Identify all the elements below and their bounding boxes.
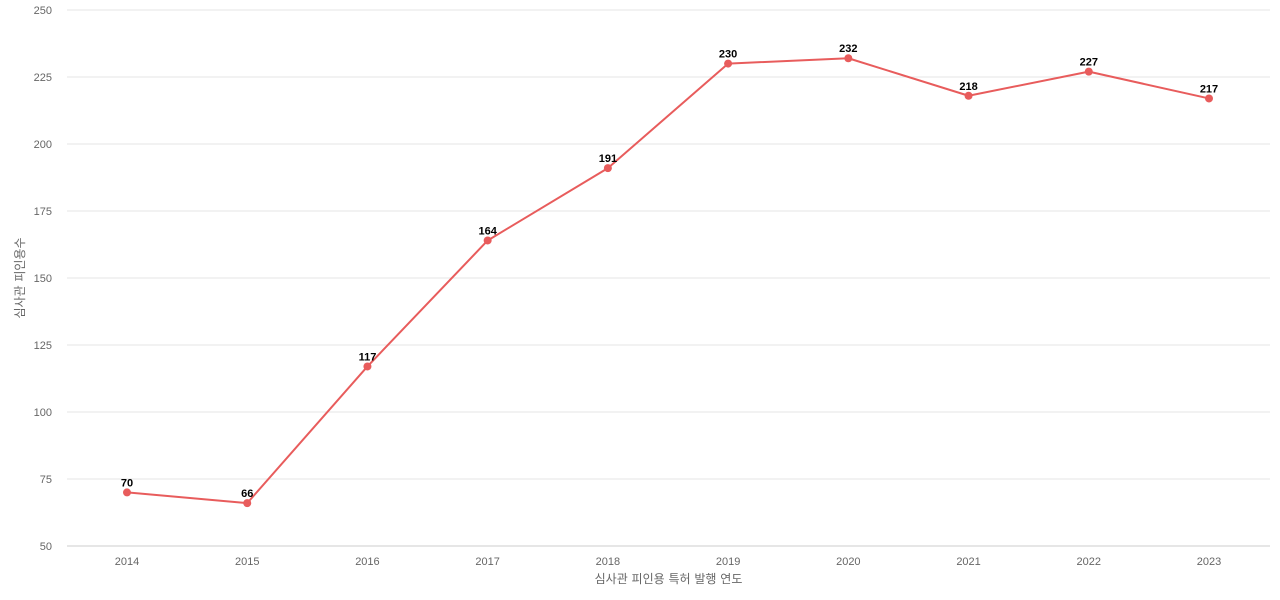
x-tick-label: 2023 [1197, 556, 1221, 568]
data-labels: 70 66 117 164 191 230 232 218 227 217 [121, 43, 1218, 500]
data-point[interactable] [363, 362, 372, 371]
x-tick-label: 2017 [475, 556, 499, 568]
x-tick-label: 2020 [836, 556, 860, 568]
data-label: 232 [839, 43, 857, 55]
data-label: 66 [241, 488, 253, 500]
data-point[interactable] [964, 91, 973, 100]
data-label: 217 [1200, 83, 1218, 95]
y-tick-label: 100 [34, 407, 52, 419]
x-tick-label: 2016 [355, 556, 379, 568]
data-label: 117 [359, 351, 377, 363]
y-tick-label: 175 [34, 206, 52, 218]
data-label: 230 [719, 49, 737, 61]
data-point[interactable] [1205, 94, 1213, 103]
data-label: 227 [1080, 57, 1098, 69]
data-point[interactable] [1084, 67, 1093, 76]
y-tick-label: 125 [34, 340, 52, 352]
x-axis-ticks: 2014 2015 2016 2017 2018 2019 2020 2021 2022 2023 [115, 556, 1221, 568]
data-label: 70 [121, 477, 133, 489]
x-tick-label: 2018 [596, 556, 620, 568]
data-point[interactable] [123, 488, 131, 497]
data-point[interactable] [603, 164, 612, 173]
y-tick-label: 200 [34, 139, 52, 151]
data-point[interactable] [724, 59, 733, 68]
data-point[interactable] [483, 236, 492, 245]
y-tick-label: 225 [34, 72, 52, 84]
data-label: 218 [959, 81, 977, 93]
x-tick-label: 2021 [956, 556, 980, 568]
y-tick-label: 75 [40, 474, 52, 486]
y-tick-label: 150 [34, 273, 52, 285]
x-axis-title: 심사관 피인용 특허 발행 연도 [595, 571, 743, 586]
data-point[interactable] [243, 499, 252, 508]
grid-layer [67, 9, 1270, 547]
y-tick-label: 250 [34, 5, 52, 17]
y-axis-title: 심사관 피인용수 [13, 237, 27, 318]
y-axis-ticks: 50 75 100 125 150 175 200 225 250 [34, 5, 52, 553]
data-label: 164 [478, 225, 497, 237]
y-tick-label: 50 [40, 541, 52, 553]
data-label: 191 [599, 153, 617, 165]
series-layer [123, 54, 1213, 508]
x-tick-label: 2015 [235, 556, 259, 568]
x-tick-label: 2014 [115, 556, 139, 568]
series-line [126, 57, 1210, 505]
data-point[interactable] [844, 54, 853, 63]
x-tick-label: 2019 [716, 556, 740, 568]
x-tick-label: 2022 [1077, 556, 1101, 568]
